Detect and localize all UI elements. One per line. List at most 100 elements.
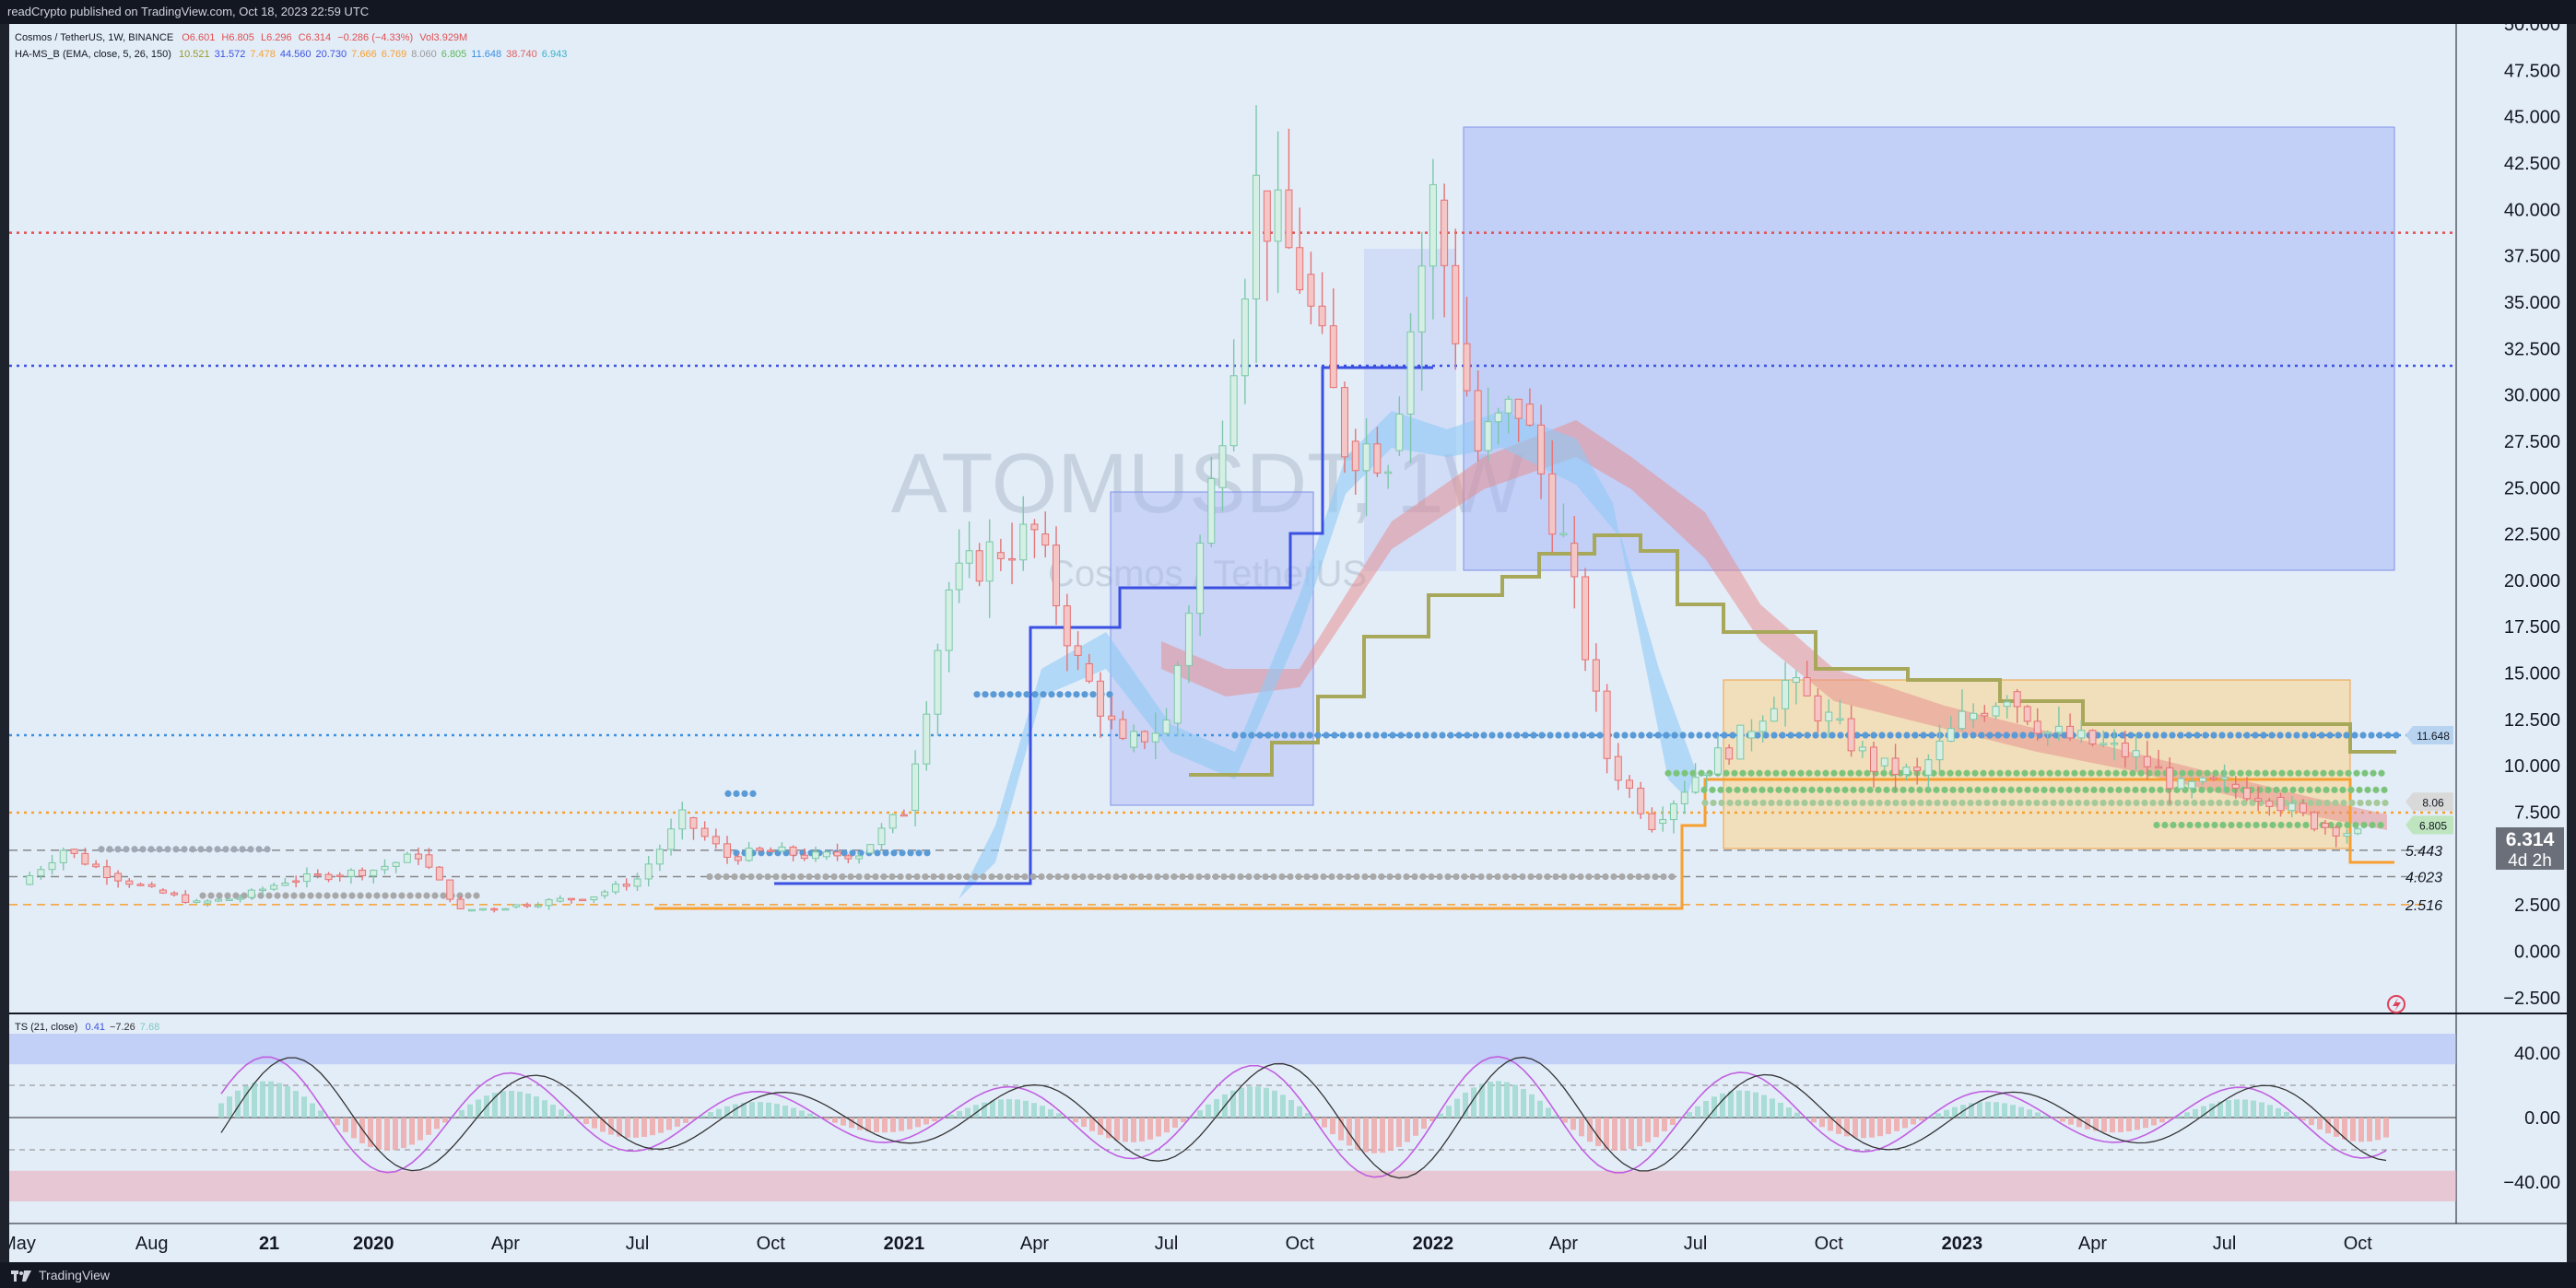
blue-support-dot bbox=[1256, 732, 1264, 739]
green-support-dot bbox=[1866, 786, 1874, 793]
grey-support-dot bbox=[1187, 872, 1194, 881]
osc-histogram-bar bbox=[633, 1118, 639, 1138]
candle-body bbox=[567, 897, 575, 901]
osc-histogram-bar bbox=[1745, 1090, 1750, 1118]
green-support-dot bbox=[1775, 786, 1782, 793]
osc-histogram-bar bbox=[1587, 1118, 1593, 1142]
green-support-dot bbox=[1999, 786, 2006, 793]
right-tags: 11.648 8.06 6.805 bbox=[2405, 726, 2453, 835]
blue-support-dot bbox=[1538, 732, 1546, 739]
blue-support-dot bbox=[1439, 732, 1446, 739]
grey-support-dot bbox=[1245, 872, 1253, 881]
osc-histogram-bar bbox=[1479, 1083, 1485, 1118]
osc-histogram-bar bbox=[492, 1093, 498, 1118]
green-support-dot bbox=[2340, 799, 2347, 807]
candle-body bbox=[1725, 747, 1734, 760]
blue-support-dot bbox=[1812, 732, 1819, 739]
osc-histogram-bar bbox=[1396, 1118, 1402, 1147]
green-support-dot bbox=[1783, 786, 1791, 793]
candle-body bbox=[2198, 777, 2206, 782]
blue-support-dot bbox=[1081, 691, 1088, 698]
osc-histogram-bar bbox=[608, 1118, 614, 1135]
grey-support-dot bbox=[265, 892, 273, 899]
green-support-dot bbox=[2182, 799, 2190, 807]
blue-support-dot bbox=[1040, 691, 1047, 698]
green-support-dot bbox=[2294, 821, 2301, 829]
blue-support-dot bbox=[1273, 732, 1280, 739]
osc-histogram-bar bbox=[1147, 1118, 1153, 1140]
candle-body bbox=[1548, 473, 1557, 535]
green-support-dot bbox=[2298, 786, 2305, 793]
candle-body bbox=[1614, 755, 1622, 781]
green-support-dot bbox=[2302, 821, 2310, 829]
blue-support-dot bbox=[2301, 732, 2309, 739]
green-support-dot bbox=[1689, 769, 1697, 777]
osc-histogram-bar bbox=[1230, 1090, 1236, 1118]
candle-body bbox=[965, 550, 973, 564]
osc-histogram-bar bbox=[2334, 1118, 2339, 1137]
green-support-dot bbox=[1933, 786, 1940, 793]
osc-histogram-bar bbox=[1604, 1118, 1609, 1150]
green-support-dot bbox=[2219, 821, 2227, 829]
blue-support-dot bbox=[1928, 732, 1935, 739]
blue-support-dot bbox=[1829, 732, 1836, 739]
grey-support-dot bbox=[1021, 872, 1029, 881]
chart-area[interactable]: ATOMUSDT, 1W Cosmos / TetherUS 5.443 4.02… bbox=[1, 15, 2567, 1262]
green-support-dot bbox=[1800, 786, 1807, 793]
recent-range-box bbox=[1723, 679, 2351, 849]
candle-body bbox=[767, 849, 775, 853]
osc-histogram-bar bbox=[376, 1118, 382, 1150]
green-support-dot bbox=[1735, 799, 1742, 807]
osc-histogram-bar bbox=[824, 1118, 829, 1120]
green-support-dot bbox=[2244, 821, 2252, 829]
blue-support-dot bbox=[2260, 732, 2267, 739]
grey-support-dot bbox=[172, 846, 180, 853]
time-axis[interactable] bbox=[9, 1224, 2567, 1262]
grey-support-dot bbox=[1469, 872, 1476, 881]
grey-support-dot bbox=[1154, 872, 1161, 881]
oscillator: 40.00 0.00 −40.00 bbox=[9, 1034, 2560, 1201]
grey-support-dot bbox=[1179, 872, 1186, 881]
osc-histogram-bar bbox=[2234, 1099, 2240, 1118]
osc-histogram-bar bbox=[1894, 1118, 1900, 1131]
green-support-dot bbox=[2107, 786, 2114, 793]
osc-histogram-bar bbox=[1653, 1118, 1659, 1138]
indicator-value-0: 10.521 bbox=[179, 49, 210, 60]
candle-body bbox=[2143, 755, 2151, 767]
osc-histogram-bar bbox=[351, 1118, 357, 1139]
green-support-dot bbox=[1751, 799, 1759, 807]
grey-support-dot bbox=[1345, 872, 1352, 881]
candle-body bbox=[70, 849, 78, 854]
indicator-value-10: 38.740 bbox=[506, 49, 537, 60]
osc-histogram-bar bbox=[1206, 1104, 1211, 1118]
blue-support-dot bbox=[1754, 732, 1761, 739]
blue-support-dot bbox=[1804, 732, 1811, 739]
green-support-dot bbox=[2360, 821, 2368, 829]
osc-histogram-bar bbox=[1579, 1118, 1584, 1137]
blue-support-dot bbox=[1679, 732, 1687, 739]
green-support-dot bbox=[2058, 799, 2065, 807]
candle-body bbox=[1913, 767, 1922, 772]
candle-body bbox=[1274, 189, 1282, 242]
green-support-dot bbox=[2273, 786, 2280, 793]
grey-support-dot bbox=[1361, 872, 1369, 881]
candle-body bbox=[2003, 701, 2011, 708]
green-support-dot bbox=[1924, 786, 1932, 793]
green-support-dot bbox=[2179, 769, 2186, 777]
blue-support-dot bbox=[1588, 732, 1595, 739]
lightning-icon[interactable] bbox=[2387, 995, 2405, 1013]
green-support-dot bbox=[1963, 769, 1970, 777]
grey-support-dot bbox=[382, 892, 389, 899]
grey-support-dot bbox=[1146, 872, 1153, 881]
blue-support-dot bbox=[2194, 732, 2201, 739]
candle-body bbox=[1463, 343, 1471, 392]
osc-histogram-bar bbox=[1338, 1118, 1344, 1141]
osc-histogram-bar bbox=[1521, 1088, 1526, 1118]
candle-body bbox=[2343, 833, 2351, 837]
green-support-dot bbox=[1781, 769, 1788, 777]
legend-low: L6.296 bbox=[261, 32, 292, 43]
blue-support-dot bbox=[2335, 732, 2342, 739]
osc-histogram-bar bbox=[1670, 1118, 1676, 1126]
chart-svg[interactable]: ATOMUSDT, 1W Cosmos / TetherUS 5.4434.02… bbox=[1, 15, 2567, 1262]
osc-histogram-bar bbox=[1272, 1090, 1277, 1118]
